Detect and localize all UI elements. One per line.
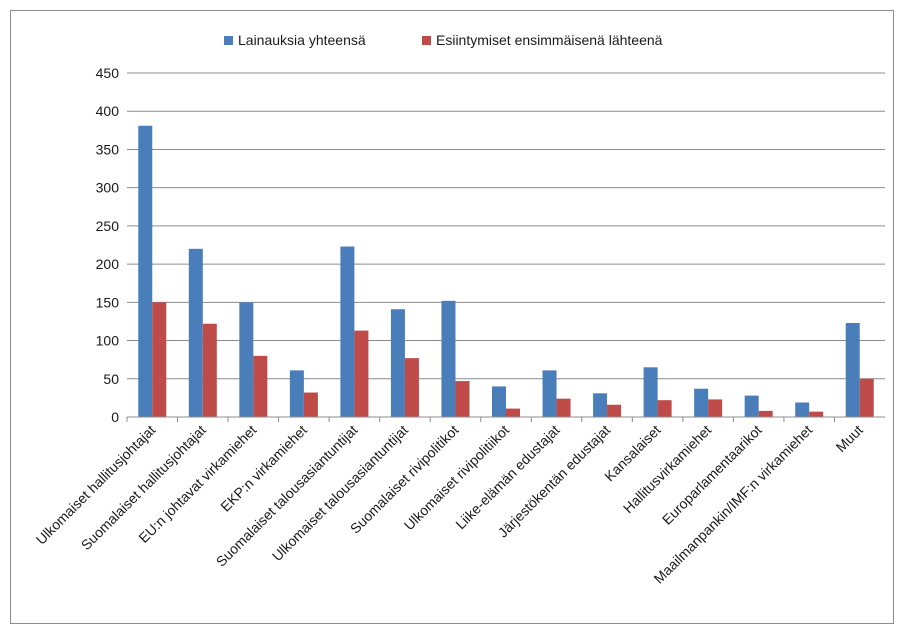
y-tick-label: 450	[96, 65, 120, 81]
x-tick-label: Europarlamentaarikot	[659, 422, 765, 528]
bar-esiintymiset	[556, 398, 571, 417]
legend-swatch-lainauksia	[224, 36, 233, 45]
y-tick-label: 400	[96, 103, 120, 119]
bar-esiintymiset	[404, 358, 419, 417]
legend-label-lainauksia: Lainauksia yhteensä	[238, 32, 366, 48]
bar-lainauksia	[492, 386, 506, 417]
y-tick-label: 250	[96, 218, 120, 234]
bar-lainauksia	[390, 309, 405, 417]
chart-frame: Lainauksia yhteensä Esiintymiset ensimmä…	[10, 10, 894, 624]
bar-lainauksia	[542, 370, 557, 417]
y-tick-label: 150	[96, 294, 120, 310]
x-tick-label: Hallitusvirkamiehet	[620, 422, 714, 516]
y-tick-label: 100	[96, 333, 120, 349]
bar-lainauksia	[694, 388, 709, 417]
x-tick-label: EKP:n virkamiehet	[217, 422, 310, 515]
bar-esiintymiset	[657, 400, 672, 417]
bar-esiintymiset	[506, 408, 520, 417]
bar-esiintymiset	[354, 330, 369, 417]
bar-lainauksia	[188, 248, 203, 417]
bar-esiintymiset	[859, 378, 874, 417]
y-axis-ticks: 0 50 100 150 200 250 300 350 400 450	[96, 65, 120, 425]
bar-esiintymiset	[253, 355, 268, 417]
bars	[138, 125, 874, 417]
bar-lainauksia	[845, 322, 860, 417]
bar-lainauksia	[239, 302, 254, 417]
bar-lainauksia	[795, 402, 810, 417]
bar-lainauksia	[289, 370, 304, 417]
bar-esiintymiset	[303, 392, 318, 417]
bar-lainauksia	[643, 367, 658, 417]
bar-esiintymiset	[152, 302, 167, 417]
bar-esiintymiset	[455, 381, 470, 417]
legend-swatch-esiintymiset	[422, 36, 431, 45]
bar-esiintymiset	[708, 399, 723, 417]
y-tick-label: 0	[111, 409, 119, 425]
bar-lainauksia	[340, 246, 355, 417]
bar-lainauksia	[593, 393, 608, 417]
bar-esiintymiset	[809, 411, 824, 417]
bar-esiintymiset	[758, 410, 773, 417]
x-tick-label: Muut	[833, 422, 866, 455]
bar-esiintymiset	[202, 323, 217, 417]
bar-lainauksia	[138, 125, 153, 417]
legend-label-esiintymiset: Esiintymiset ensimmäisenä lähteenä	[436, 32, 663, 48]
y-tick-label: 300	[96, 180, 120, 196]
bar-lainauksia	[744, 395, 759, 417]
y-tick-label: 50	[103, 371, 119, 387]
bar-chart: Lainauksia yhteensä Esiintymiset ensimmä…	[33, 32, 885, 587]
y-tick-label: 350	[96, 141, 120, 157]
bar-esiintymiset	[607, 404, 622, 417]
legend: Lainauksia yhteensä Esiintymiset ensimmä…	[224, 32, 663, 48]
y-tick-label: 200	[96, 256, 120, 272]
bar-lainauksia	[441, 300, 456, 417]
